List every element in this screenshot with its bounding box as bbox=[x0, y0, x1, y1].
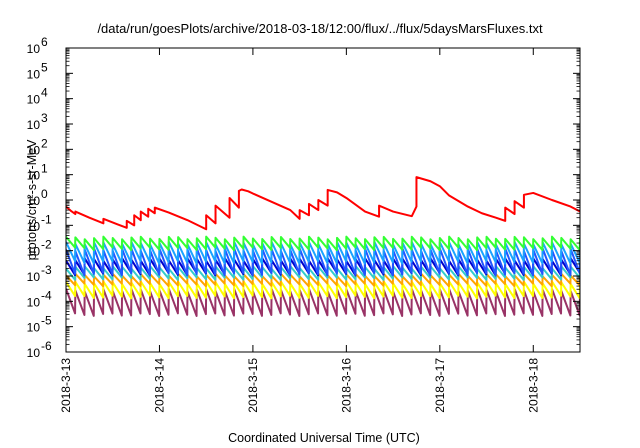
x-tick-label: 2018-3-13 bbox=[59, 358, 73, 413]
y-tick-exponent: 0 bbox=[41, 187, 48, 201]
y-tick-label: 10 bbox=[27, 219, 41, 233]
x-tick-label: 2018-3-16 bbox=[339, 358, 353, 413]
y-tick-exponent: -1 bbox=[41, 212, 52, 226]
x-tick-label: 2018-3-18 bbox=[526, 358, 540, 413]
y-tick-label: 10 bbox=[27, 295, 41, 309]
y-tick-exponent: 6 bbox=[41, 35, 48, 49]
y-tick-exponent: 1 bbox=[41, 162, 48, 176]
y-axis-label: protons/cm²-s-sr-MeV bbox=[25, 139, 39, 261]
plot-frame bbox=[65, 47, 581, 353]
y-tick-label: 10 bbox=[27, 169, 41, 183]
series-line-2 bbox=[66, 240, 580, 265]
series-line-6 bbox=[66, 272, 580, 288]
y-tick-label: 10 bbox=[27, 143, 41, 157]
series-line-1 bbox=[66, 235, 580, 252]
series-line-0 bbox=[66, 176, 580, 231]
y-tick-exponent: 3 bbox=[41, 111, 48, 125]
y-tick-label: 10 bbox=[27, 321, 41, 335]
y-tick-label: 10 bbox=[27, 346, 41, 360]
y-tick-exponent: -6 bbox=[41, 339, 52, 353]
x-tick-label: 2018-3-17 bbox=[433, 358, 447, 413]
axes-layer: 10 -610 -510 -410 -310 -210 -110 010 110 210 310 41… bbox=[27, 35, 581, 413]
series-layer bbox=[66, 176, 580, 317]
y-tick-label: 10 bbox=[27, 42, 41, 56]
x-axis-label: Coordinated Universal Time (UTC) bbox=[228, 431, 420, 445]
y-tick-label: 10 bbox=[27, 67, 41, 81]
y-tick-exponent: 2 bbox=[41, 136, 48, 150]
y-tick-label: 10 bbox=[27, 270, 41, 284]
y-tick-exponent: 4 bbox=[41, 86, 48, 100]
y-tick-exponent: -3 bbox=[41, 263, 52, 277]
series-line-8 bbox=[66, 287, 580, 317]
x-tick-label: 2018-3-15 bbox=[246, 358, 260, 413]
x-tick-label: 2018-3-14 bbox=[152, 358, 166, 413]
y-tick-label: 10 bbox=[27, 93, 41, 107]
y-tick-label: 10 bbox=[27, 118, 41, 132]
chart-title: /data/run/goesPlots/archive/2018-03-18/1… bbox=[97, 21, 543, 36]
y-tick-exponent: -5 bbox=[41, 314, 52, 328]
y-tick-exponent: 5 bbox=[41, 60, 48, 74]
y-tick-label: 10 bbox=[27, 245, 41, 259]
y-tick-exponent: -2 bbox=[41, 238, 52, 252]
y-tick-exponent: -4 bbox=[41, 288, 52, 302]
series-line-7 bbox=[66, 280, 580, 300]
y-tick-label: 10 bbox=[27, 194, 41, 208]
